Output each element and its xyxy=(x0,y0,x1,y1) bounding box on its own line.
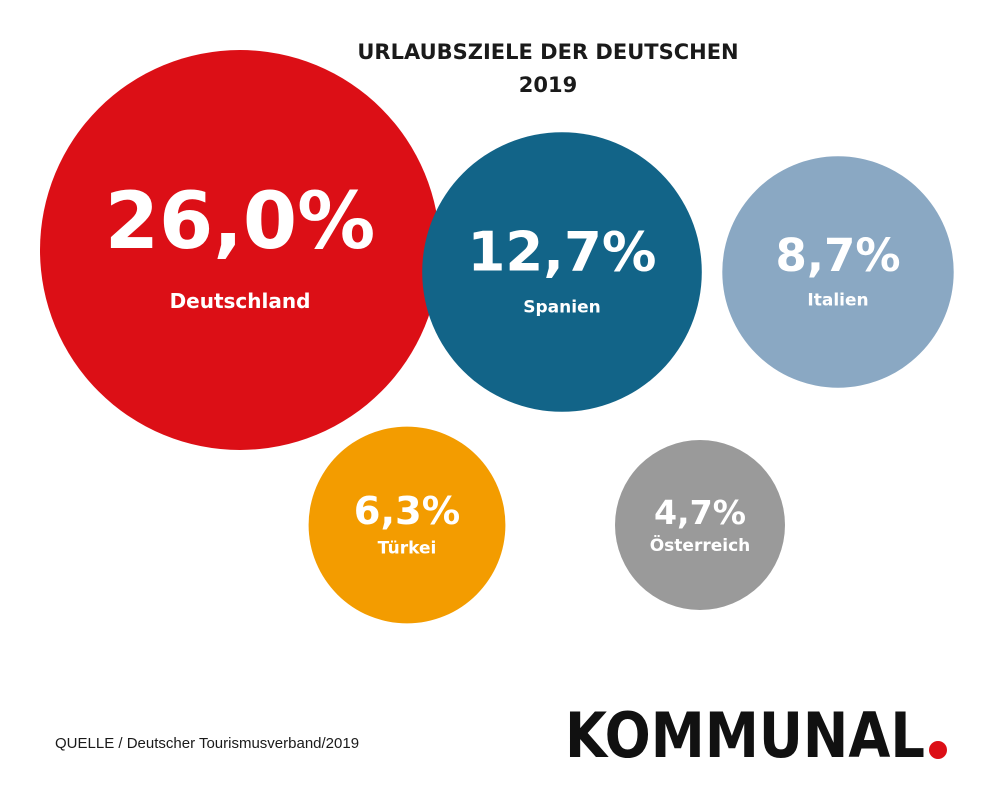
category-label-oesterreich: Österreich xyxy=(650,534,751,556)
bubble-tuerkei xyxy=(308,426,506,624)
bubbles-group: 26,0% Deutschland 12,7% Spanien 8,7% Italien 6… xyxy=(40,50,954,624)
source-note: QUELLE / Deutscher Tourismusverband/2019 xyxy=(55,735,359,752)
logo-dot xyxy=(929,741,947,759)
category-label-spanien: Spanien xyxy=(523,298,600,318)
value-label-tuerkei: 6,3% xyxy=(354,489,460,534)
logo-wordmark: KOMMUNAL xyxy=(565,699,925,772)
category-label-tuerkei: Türkei xyxy=(378,539,437,559)
category-label-italien: Italien xyxy=(807,291,868,311)
chart-title: URLAUBSZIELE DER DEUTSCHEN xyxy=(357,40,738,64)
bubble-deutschland xyxy=(40,50,440,450)
value-label-spanien: 12,7% xyxy=(467,220,656,284)
bubble-spanien xyxy=(422,132,702,412)
kommunal-logo: KOMMUNAL xyxy=(565,699,947,772)
category-label-deutschland: Deutschland xyxy=(170,289,311,313)
value-label-deutschland: 26,0% xyxy=(105,177,376,267)
value-label-italien: 8,7% xyxy=(775,229,900,282)
value-label-oesterreich: 4,7% xyxy=(654,493,746,532)
bubble-italien xyxy=(722,156,954,388)
chart-subtitle: 2019 xyxy=(519,73,577,97)
bubble-oesterreich xyxy=(615,440,785,610)
